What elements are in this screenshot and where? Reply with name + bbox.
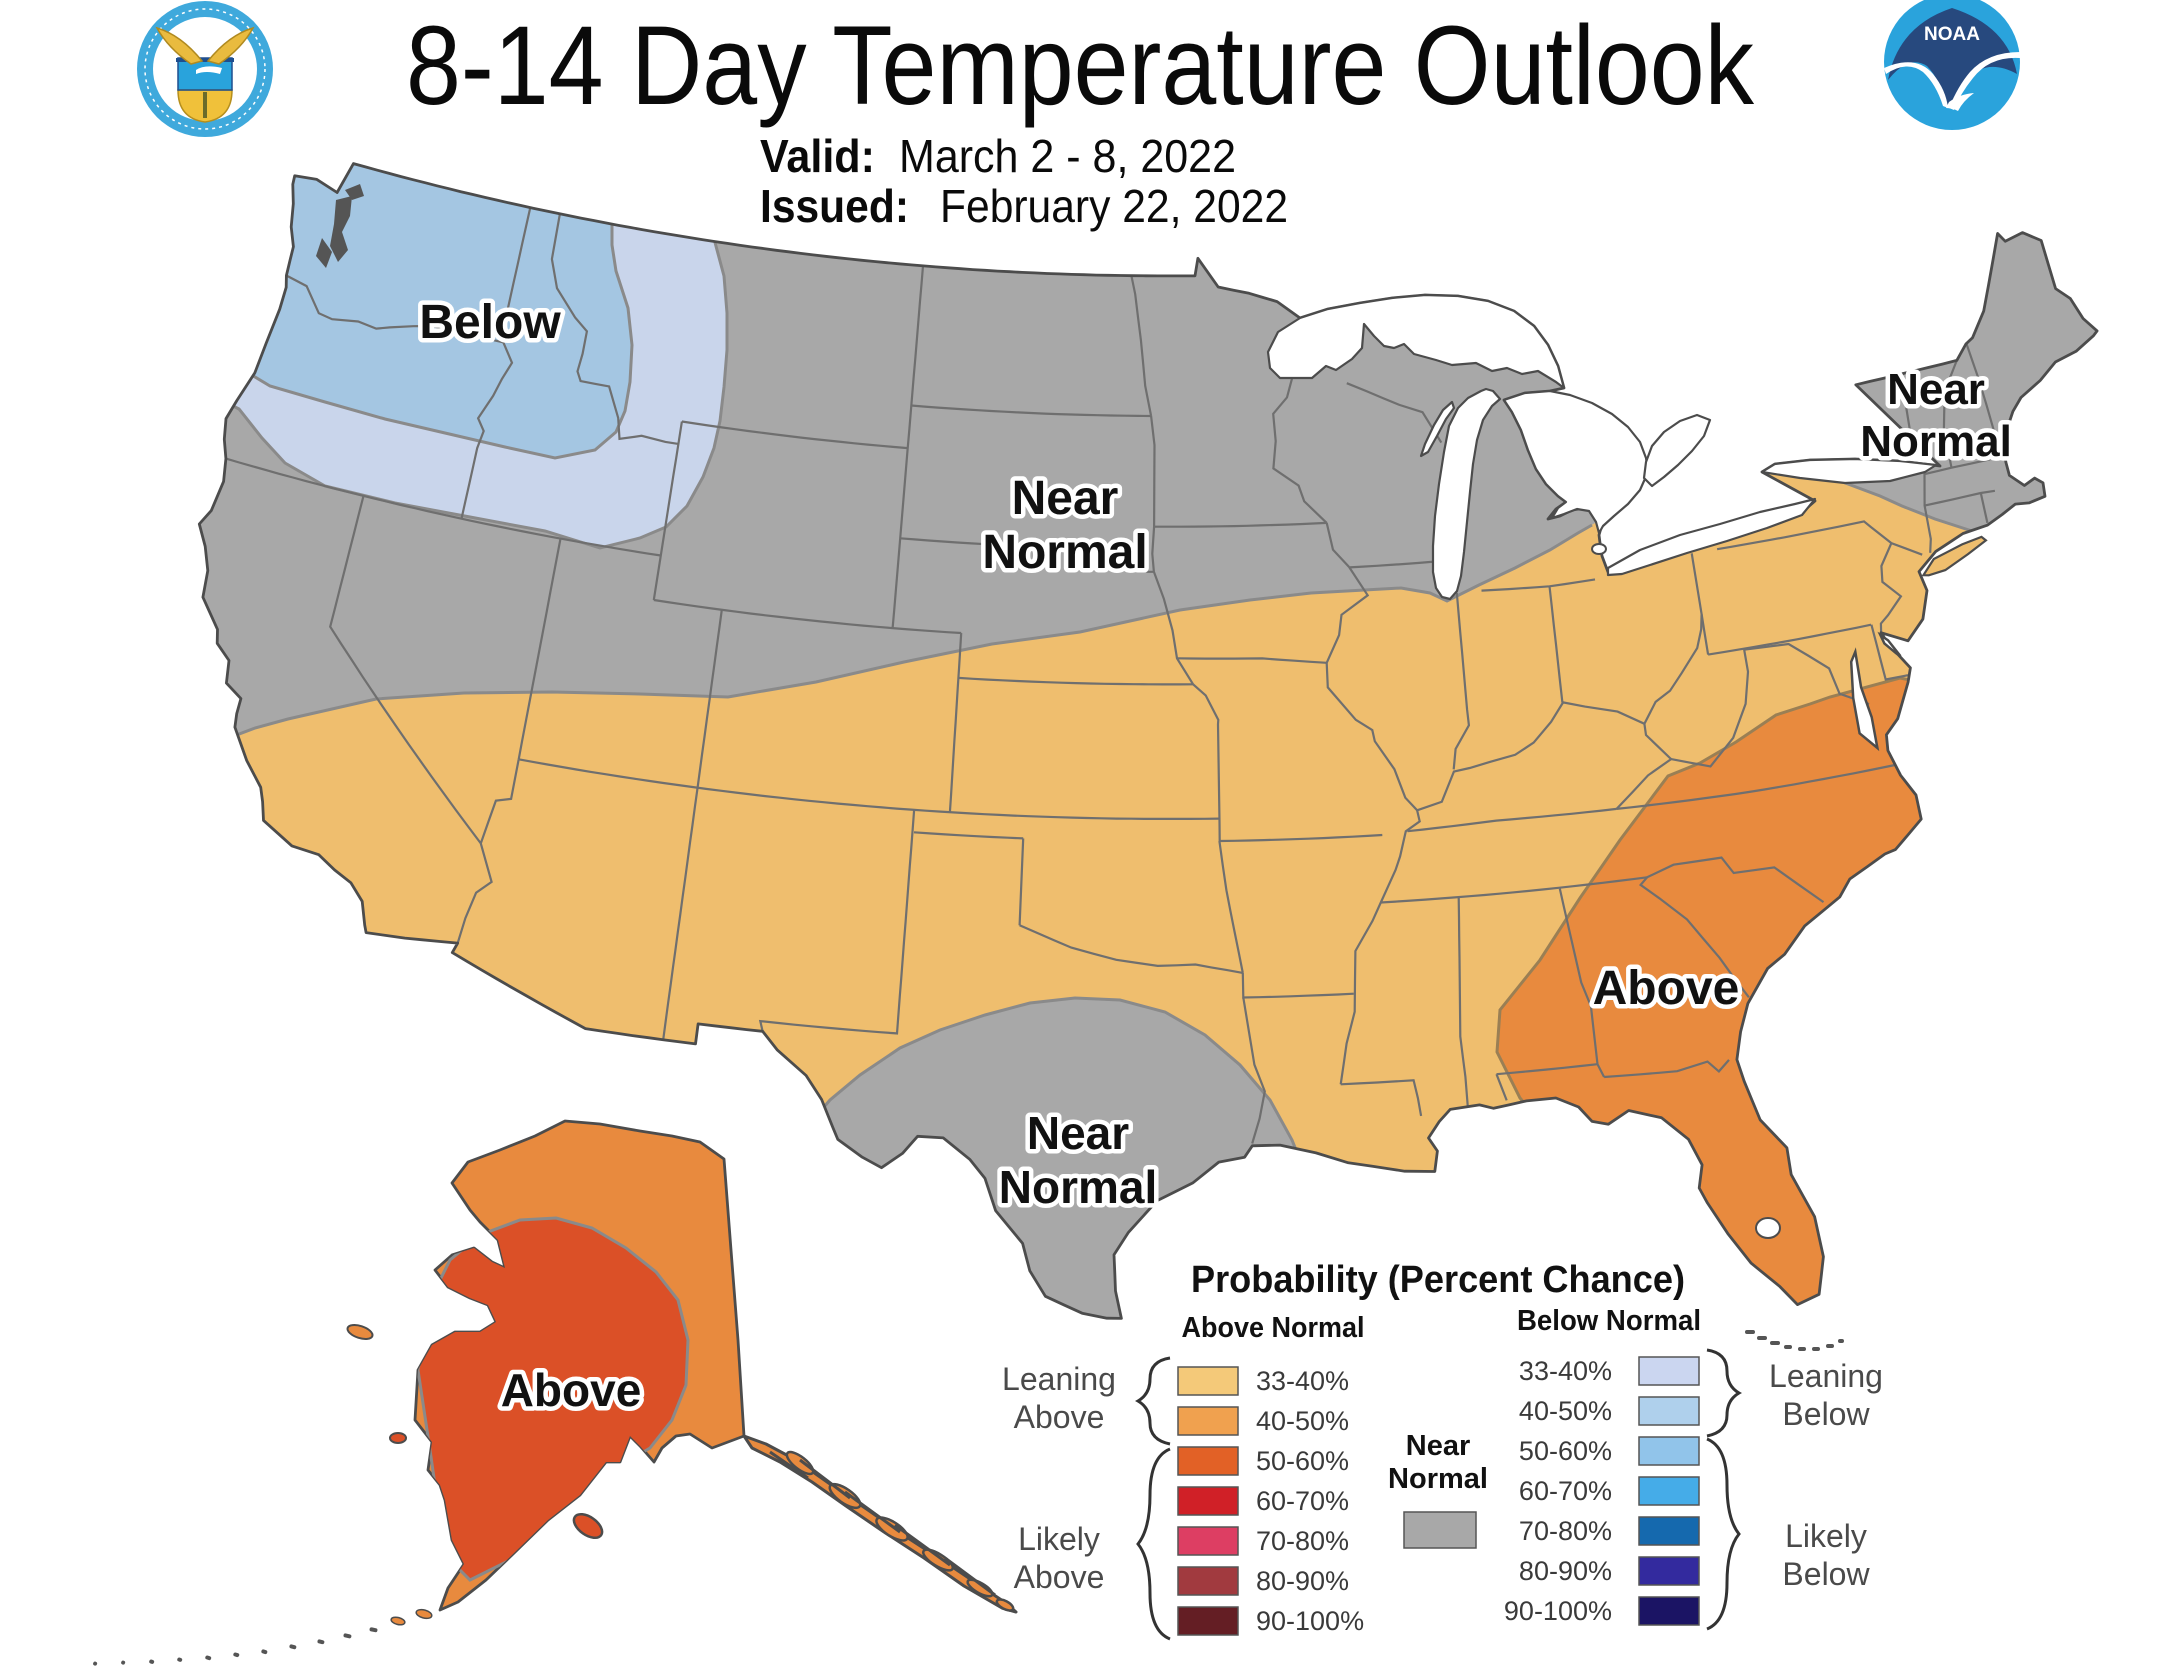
svg-text:Normal: Normal xyxy=(982,526,1147,579)
svg-text:Below: Below xyxy=(419,296,561,349)
svg-text:40-50%: 40-50% xyxy=(1256,1406,1349,1436)
svg-text:80-90%: 80-90% xyxy=(1256,1566,1349,1596)
svg-text:40-50%: 40-50% xyxy=(1519,1396,1612,1426)
svg-text:Above: Above xyxy=(501,1364,642,1416)
svg-text:Leaning: Leaning xyxy=(1002,1361,1116,1397)
svg-text:Below: Below xyxy=(1782,1396,1870,1432)
svg-text:Below: Below xyxy=(1782,1556,1870,1592)
svg-text:80-90%: 80-90% xyxy=(1519,1556,1612,1586)
svg-text:February 22, 2022: February 22, 2022 xyxy=(940,180,1288,232)
svg-text:Near: Near xyxy=(1887,365,1985,414)
svg-text:Near: Near xyxy=(1012,472,1119,525)
svg-text:Normal: Normal xyxy=(1860,417,2012,466)
svg-text:60-70%: 60-70% xyxy=(1256,1486,1349,1516)
svg-text:Above: Above xyxy=(1014,1559,1105,1595)
svg-text:60-70%: 60-70% xyxy=(1519,1476,1612,1506)
svg-text:Above: Above xyxy=(1014,1399,1105,1435)
svg-text:Normal: Normal xyxy=(999,1161,1157,1213)
svg-text:90-100%: 90-100% xyxy=(1256,1606,1364,1636)
svg-text:March 2 - 8, 2022: March 2 - 8, 2022 xyxy=(899,130,1236,182)
svg-text:90-100%: 90-100% xyxy=(1504,1596,1612,1626)
svg-text:33-40%: 33-40% xyxy=(1256,1366,1349,1396)
svg-text:50-60%: 50-60% xyxy=(1519,1436,1612,1466)
svg-text:Near: Near xyxy=(1027,1107,1129,1159)
svg-text:Above Normal: Above Normal xyxy=(1182,1312,1365,1344)
svg-text:Above: Above xyxy=(1593,962,1740,1015)
svg-text:Below Normal: Below Normal xyxy=(1517,1305,1701,1337)
svg-text:33-40%: 33-40% xyxy=(1519,1356,1612,1386)
svg-text:8-14 Day Temperature Outlook: 8-14 Day Temperature Outlook xyxy=(406,3,1755,128)
svg-text:Likely: Likely xyxy=(1785,1518,1867,1554)
svg-text:Valid:: Valid: xyxy=(760,130,875,182)
svg-text:NOAA: NOAA xyxy=(1924,24,1980,45)
svg-text:70-80%: 70-80% xyxy=(1256,1526,1349,1556)
svg-text:70-80%: 70-80% xyxy=(1519,1516,1612,1546)
svg-text:Likely: Likely xyxy=(1018,1521,1100,1557)
svg-text:Leaning: Leaning xyxy=(1769,1358,1883,1394)
svg-text:Normal: Normal xyxy=(1388,1463,1488,1495)
svg-text:Probability (Percent Chance): Probability (Percent Chance) xyxy=(1191,1259,1685,1301)
svg-text:50-60%: 50-60% xyxy=(1256,1446,1349,1476)
svg-text:Issued:: Issued: xyxy=(760,180,909,232)
svg-text:Near: Near xyxy=(1406,1430,1471,1462)
